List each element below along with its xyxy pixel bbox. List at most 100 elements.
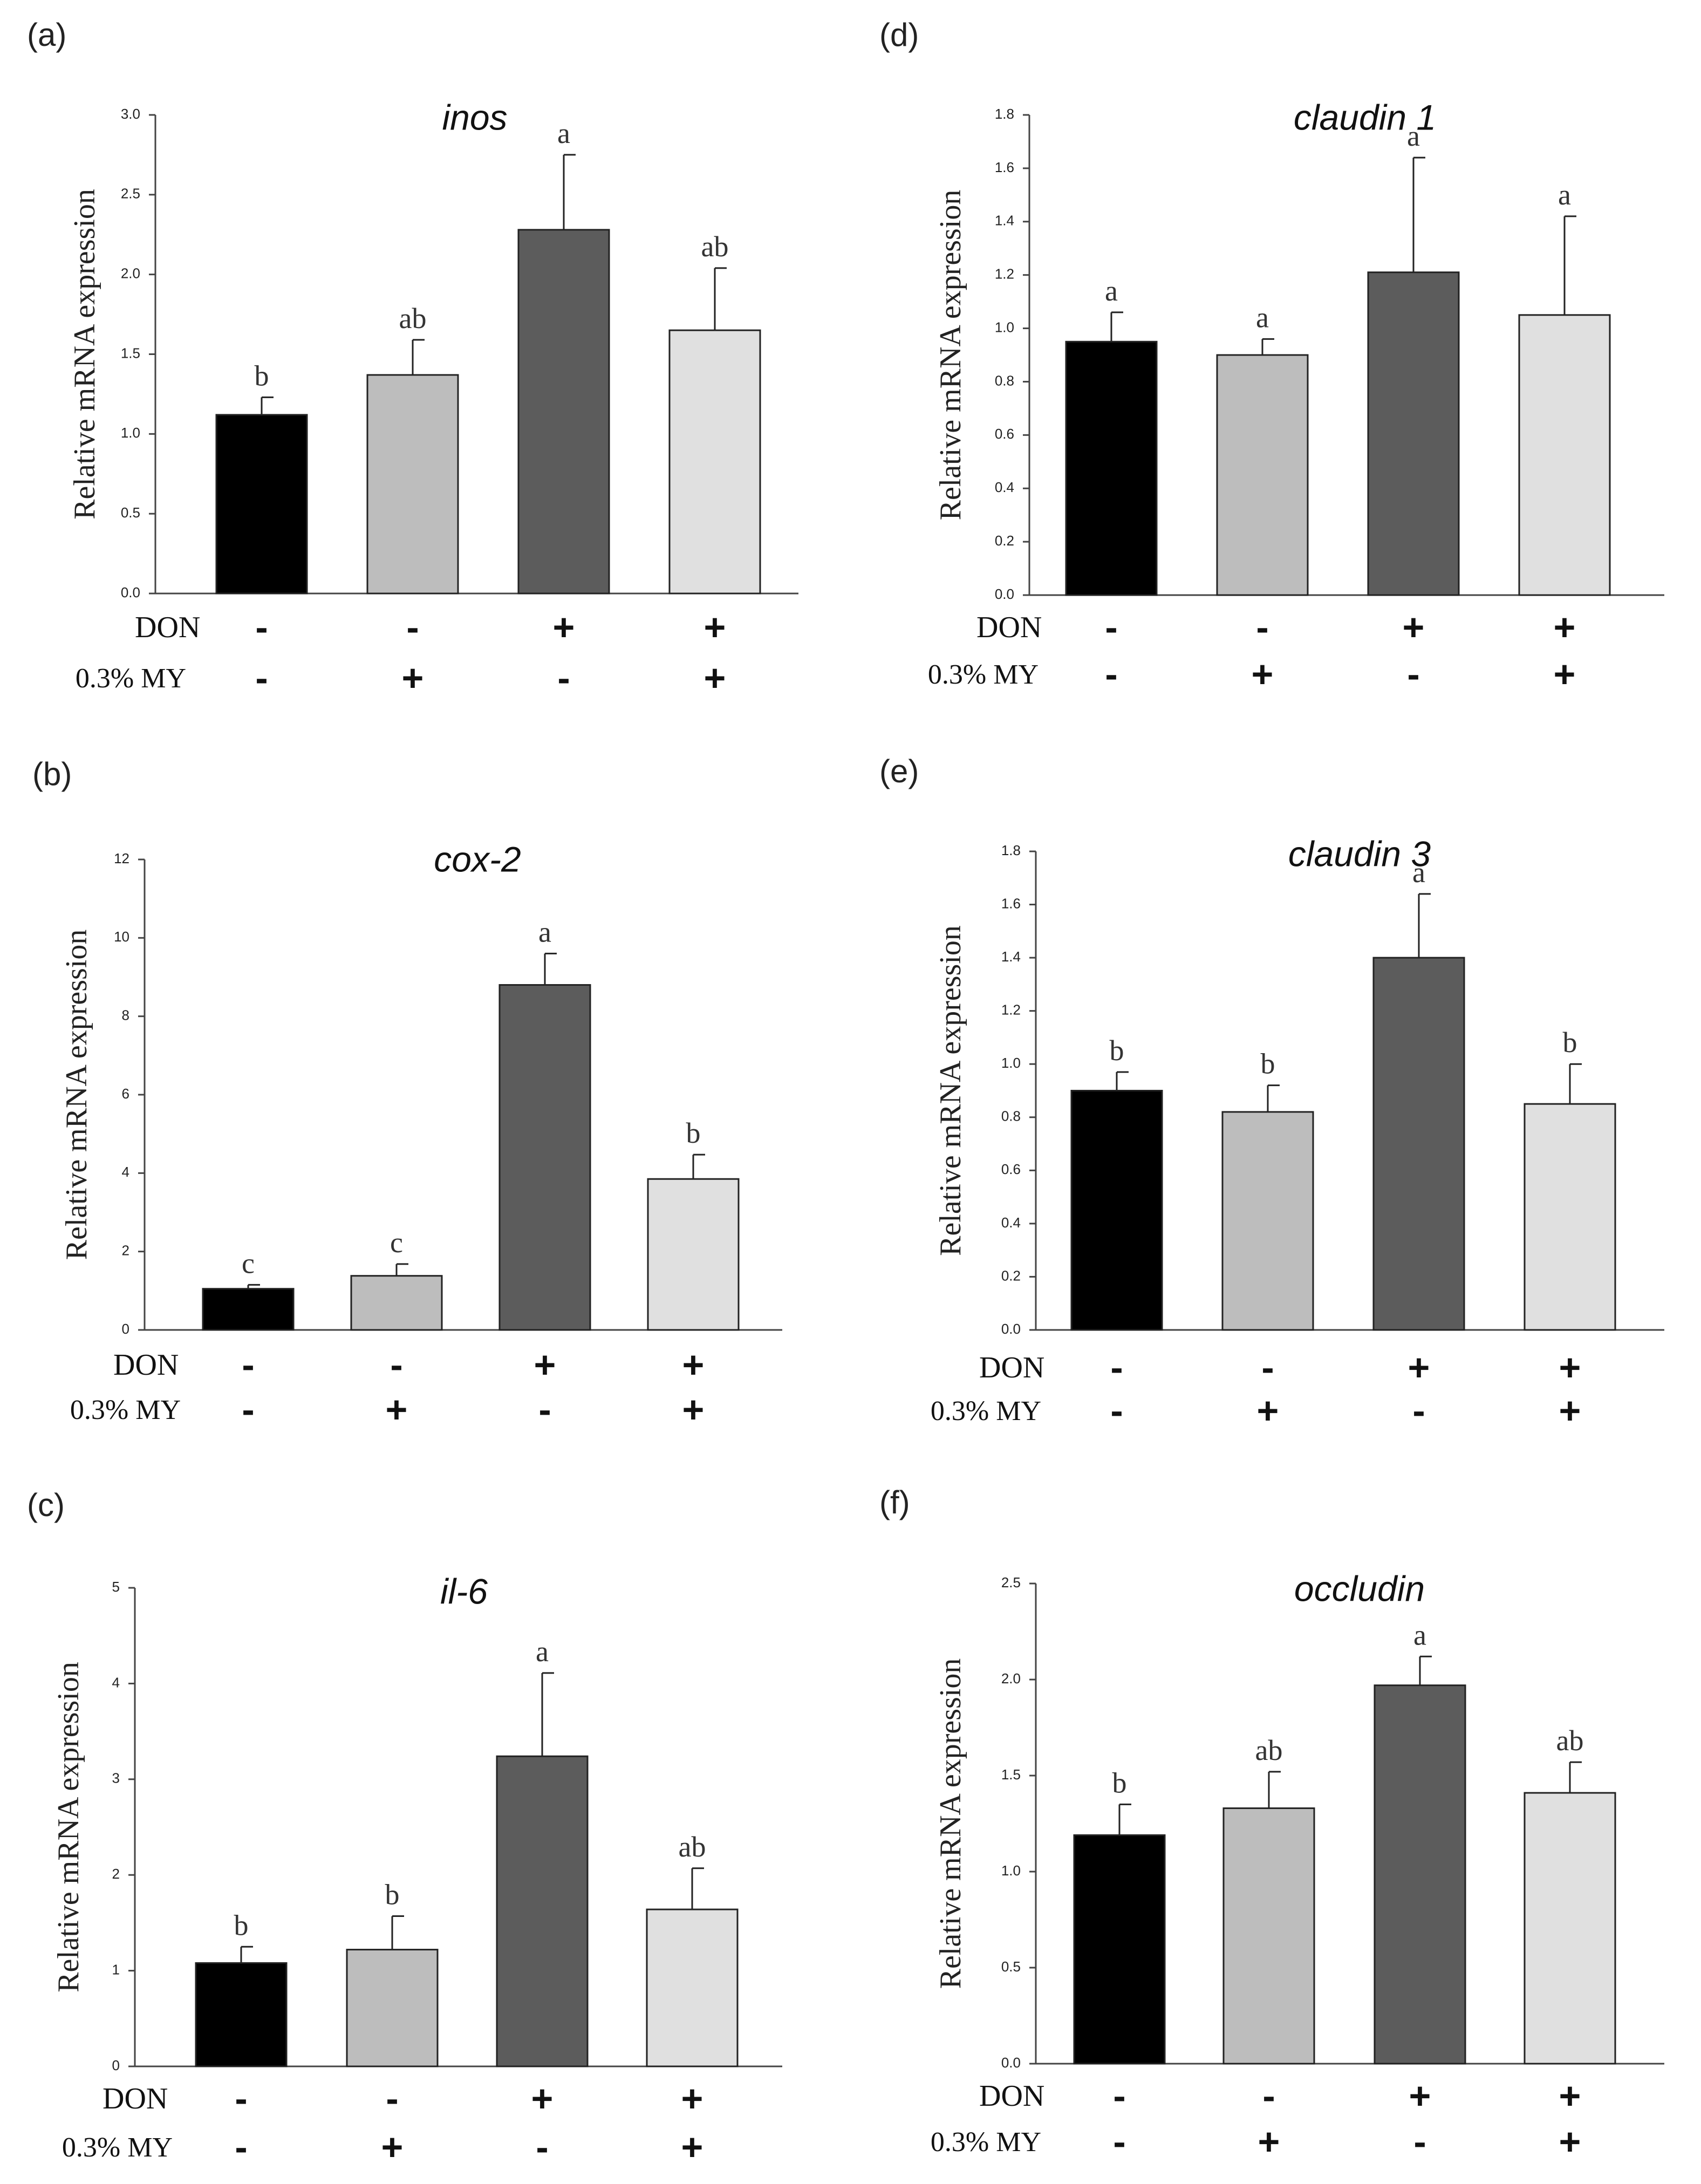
chart-panel-6: (f) occludin Relative mRNA expression 0.0 0.… (879, 1484, 1664, 2162)
row-label-my: 0.3% MY (931, 2127, 1041, 2158)
group-sign: + (1409, 2074, 1431, 2117)
group-sign: + (381, 2126, 404, 2168)
bar (1073, 1834, 1166, 2065)
panel-label: (f) (879, 1484, 910, 1520)
y-tick-label: 1.0 (1001, 1862, 1021, 1879)
group-sign: + (531, 2077, 554, 2119)
group-sign: - (1105, 606, 1117, 648)
y-tick-label: 0.2 (995, 533, 1014, 549)
bar (215, 414, 308, 595)
y-tick-label: 3 (112, 1770, 120, 1786)
y-tick-label: 0 (122, 1321, 129, 1337)
bar (668, 329, 761, 595)
significance-letter: b (1563, 1026, 1577, 1059)
group-sign: - (1256, 606, 1268, 648)
chart-panel-5: (e) claudin 3 Relative mRNA expression 0.0 0… (879, 753, 1664, 1431)
chart-title: inos (442, 97, 507, 137)
significance-letter: a (1105, 275, 1118, 307)
y-tick-label: 0.6 (1001, 1161, 1021, 1177)
significance-letter: a (1413, 1619, 1426, 1651)
group-sign: - (406, 606, 419, 648)
group-sign: + (402, 657, 424, 699)
y-tick-label: 1.8 (995, 106, 1014, 122)
y-tick-label: 10 (114, 929, 129, 945)
row-label-my: 0.3% MY (62, 2132, 173, 2163)
significance-letter: ab (679, 1831, 706, 1863)
bar (1367, 271, 1460, 596)
y-tick-label: 1.0 (1001, 1055, 1021, 1071)
bar (1524, 1792, 1616, 2065)
row-label-don: DON (113, 1348, 179, 1382)
group-sign: + (1559, 1389, 1581, 1431)
group-sign: - (235, 2077, 247, 2119)
significance-letter: c (390, 1226, 403, 1259)
group-sign: - (1413, 2120, 1426, 2162)
panel-label: (a) (27, 17, 66, 53)
group-sign: + (534, 1343, 556, 1386)
y-tick-label: 4 (122, 1164, 129, 1180)
y-tick-label: 0.4 (995, 479, 1014, 495)
bar (1070, 1090, 1163, 1331)
y-tick-label: 0 (112, 2057, 120, 2073)
bar (517, 229, 610, 595)
y-axis-title: Relative mRNA expression (52, 1662, 85, 1992)
y-tick-label: 0.2 (1001, 1267, 1021, 1284)
y-tick-label: 0.4 (1001, 1214, 1021, 1231)
panel-label: (b) (32, 756, 72, 792)
significance-letter: b (255, 359, 269, 392)
y-tick-label: 0.6 (995, 426, 1014, 442)
group-sign: - (1261, 1346, 1274, 1388)
significance-letter: a (557, 117, 570, 149)
y-axis-title: Relative mRNA expression (934, 925, 967, 1256)
group-sign: + (704, 657, 726, 699)
y-tick-label: 1.5 (121, 345, 140, 361)
significance-letter: a (538, 916, 551, 948)
chart-panel-3: (c) il-6 Relative mRNA expression 0 1 2 3 4 5 b b a… (27, 1487, 782, 2168)
group-sign: + (1559, 1346, 1581, 1388)
y-tick-label: 6 (122, 1086, 129, 1102)
chart-title: il-6 (440, 1571, 488, 1611)
y-tick-label: 0.0 (1001, 2055, 1021, 2071)
y-axis-title: Relative mRNA expression (68, 189, 101, 520)
bar (350, 1275, 443, 1331)
group-sign: + (1559, 2120, 1581, 2162)
chart-title: occludin (1294, 1568, 1425, 1608)
y-tick-label: 1 (112, 1961, 120, 1977)
group-sign: + (1554, 653, 1576, 695)
y-axis-title: Relative mRNA expression (934, 190, 967, 521)
y-tick-label: 0.5 (1001, 1958, 1021, 1975)
bar (1222, 1807, 1315, 2065)
y-tick-label: 12 (114, 850, 129, 866)
y-tick-label: 5 (112, 1579, 120, 1595)
row-label-my: 0.3% MY (928, 659, 1039, 690)
y-tick-label: 4 (112, 1674, 120, 1690)
y-tick-label: 1.4 (1001, 948, 1021, 965)
group-sign: + (681, 2077, 703, 2119)
significance-letter: ab (1556, 1724, 1584, 1757)
group-sign: + (682, 1388, 705, 1430)
bar (366, 374, 459, 595)
bar (498, 984, 591, 1331)
group-sign: - (1113, 2120, 1125, 2162)
y-tick-label: 1.2 (995, 266, 1014, 282)
y-tick-label: 0.0 (121, 584, 140, 600)
chart-panel-1: (a) inos Relative mRNA expression 0.0 0.5 1.0… (27, 17, 798, 699)
y-tick-label: 2.5 (121, 186, 140, 202)
row-label-my: 0.3% MY (70, 1395, 181, 1425)
y-tick-label: 1.6 (995, 159, 1014, 175)
y-tick-label: 1.5 (1001, 1766, 1021, 1783)
bar (1065, 340, 1158, 596)
significance-letter: b (1110, 1034, 1124, 1067)
bar (1374, 1684, 1466, 2065)
y-tick-label: 1.6 (1001, 895, 1021, 911)
y-axis-title: Relative mRNA expression (934, 1659, 967, 1989)
y-tick-label: 3.0 (121, 106, 140, 122)
bar (647, 1178, 740, 1331)
group-sign: - (235, 2126, 247, 2168)
y-tick-label: 0.0 (995, 586, 1014, 602)
group-sign: + (682, 1343, 705, 1386)
group-sign: - (1113, 2074, 1125, 2117)
significance-letter: b (385, 1878, 400, 1910)
row-label-don: DON (979, 2079, 1044, 2113)
